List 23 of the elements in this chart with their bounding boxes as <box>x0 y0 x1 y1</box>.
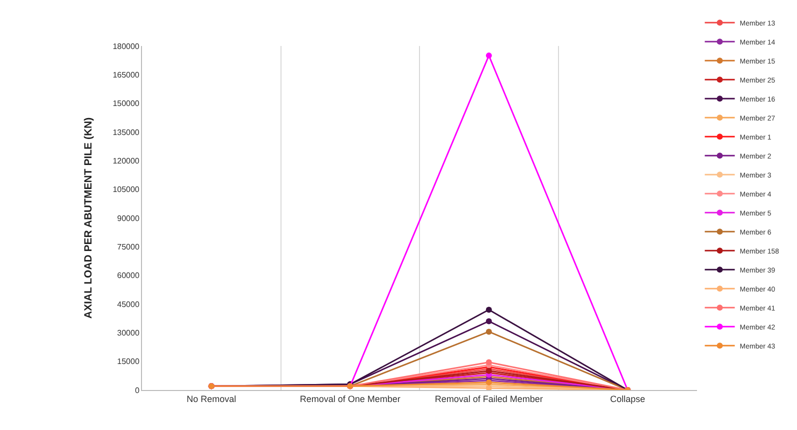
y-tick-label: 75000 <box>117 242 140 252</box>
y-tick-label: 135000 <box>112 128 140 137</box>
point <box>486 52 492 59</box>
y-tick-label: 165000 <box>112 70 140 80</box>
y-tick-label: 15000 <box>117 357 140 366</box>
y-tick-label: 60000 <box>117 271 140 280</box>
point <box>486 306 492 313</box>
y-axis-title: AXIAL LOAD PER ABUTMENT PILE (KN) <box>82 117 95 319</box>
y-tick-label: 120000 <box>112 156 140 166</box>
y-tick-label: 180000 <box>112 42 140 51</box>
y-tick-label: 30000 <box>117 328 140 338</box>
x-tick-label: Removal of Failed Member <box>434 394 543 404</box>
y-tick-label: 150000 <box>112 99 140 108</box>
y-tick-label: 90000 <box>117 214 140 223</box>
x-tick-label: No Removal <box>186 394 236 404</box>
y-tick-label: 45000 <box>117 300 140 309</box>
x-tick-label: Removal of One Member <box>300 394 400 404</box>
y-tick-label: 0 <box>134 386 140 395</box>
x-tick-label: Collapse <box>610 394 646 404</box>
point <box>486 359 492 366</box>
y-tick-label: 105000 <box>112 185 140 194</box>
point <box>486 318 492 324</box>
point <box>486 328 492 335</box>
